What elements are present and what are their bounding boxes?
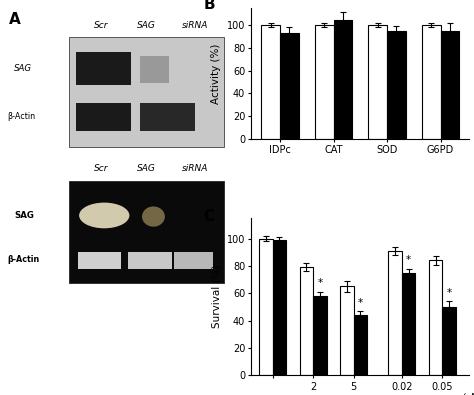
Y-axis label: Activity (%): Activity (%)	[211, 43, 221, 103]
Bar	[76, 52, 130, 85]
Text: C: C	[203, 209, 215, 224]
Text: B: B	[203, 0, 215, 12]
Bar	[402, 273, 415, 375]
Bar	[442, 307, 456, 375]
Text: SAG: SAG	[137, 21, 156, 30]
Ellipse shape	[142, 207, 165, 227]
Text: A: A	[9, 11, 21, 26]
Text: siRNA: siRNA	[182, 21, 208, 30]
Bar	[128, 252, 172, 269]
Bar	[387, 31, 406, 139]
Text: *: *	[406, 255, 411, 265]
Text: *: *	[447, 288, 452, 298]
Bar	[422, 25, 441, 139]
Text: SAG: SAG	[137, 164, 156, 173]
Text: β-Actin: β-Actin	[7, 112, 35, 121]
Bar	[174, 252, 213, 269]
Bar	[76, 103, 130, 131]
Bar	[441, 31, 459, 139]
Bar	[259, 239, 273, 375]
Bar	[140, 103, 195, 131]
Y-axis label: Survival (%): Survival (%)	[211, 265, 221, 328]
Bar	[261, 25, 280, 139]
Text: Scr: Scr	[93, 21, 108, 30]
Text: β-Actin: β-Actin	[7, 255, 39, 264]
Text: *: *	[317, 278, 322, 288]
Text: *: *	[358, 297, 363, 308]
Bar	[69, 181, 224, 284]
Text: siRNA: siRNA	[182, 164, 208, 173]
Bar	[429, 260, 442, 375]
Ellipse shape	[79, 203, 129, 228]
Bar	[140, 56, 170, 83]
Bar	[300, 267, 313, 375]
Text: (μM): (μM)	[463, 393, 474, 395]
Bar	[280, 33, 299, 139]
Bar	[273, 240, 286, 375]
Text: Scr: Scr	[93, 164, 108, 173]
Text: SAG: SAG	[14, 211, 34, 220]
Bar	[388, 251, 402, 375]
Bar	[368, 25, 387, 139]
Bar	[315, 25, 334, 139]
Bar	[78, 252, 121, 269]
Bar	[340, 286, 354, 375]
Bar	[334, 21, 352, 139]
Bar	[313, 296, 327, 375]
Bar	[354, 315, 367, 375]
Bar	[69, 37, 224, 147]
Text: SAG: SAG	[14, 64, 32, 73]
